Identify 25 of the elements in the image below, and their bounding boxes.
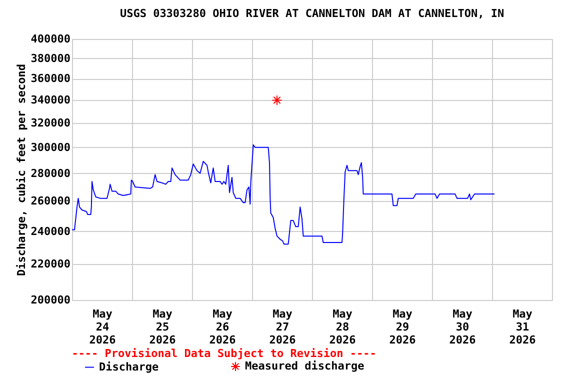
y-tick-label: 360000 (30, 72, 70, 86)
y-tick-label: 340000 (30, 94, 70, 107)
y-tick-label: 320000 (30, 116, 70, 130)
y-tick-label: 300000 (30, 140, 70, 154)
x-tick-label: May 30 2026 (449, 308, 476, 346)
legend-label: Discharge (99, 360, 159, 374)
y-axis-title: Discharge, cubic feet per second (14, 64, 28, 276)
y-tick-label: 200000 (30, 294, 70, 306)
text: ---- Provisional Data Subject to Revision ---- (72, 347, 376, 360)
y-tick-label: 220000 (30, 258, 70, 271)
y-tick-label: 260000 (30, 194, 70, 208)
x-tick-label: May 27 2026 (269, 308, 296, 346)
line-series (72, 144, 495, 245)
x-tick-label: May 31 2026 (509, 308, 536, 346)
x-tick-label: May 26 2026 (209, 308, 236, 346)
x-tick-label: May 29 2026 (389, 308, 416, 346)
x-tick-label: May 25 2026 (149, 308, 176, 346)
y-tick-label: 400000 (30, 32, 70, 46)
y-tick-label: 280000 (30, 166, 70, 180)
chart-title: USGS 03303280 OHIO RIVER AT CANNELTON DAM AT CANNELTON, IN (120, 7, 504, 20)
x-tick-label: May 24 2026 (89, 308, 116, 346)
y-tick-label: 240000 (30, 224, 70, 238)
x-tick-label: May 28 2026 (329, 308, 356, 346)
y-tick-label: 380000 (30, 52, 70, 65)
legend-label: Measured discharge (245, 360, 365, 373)
